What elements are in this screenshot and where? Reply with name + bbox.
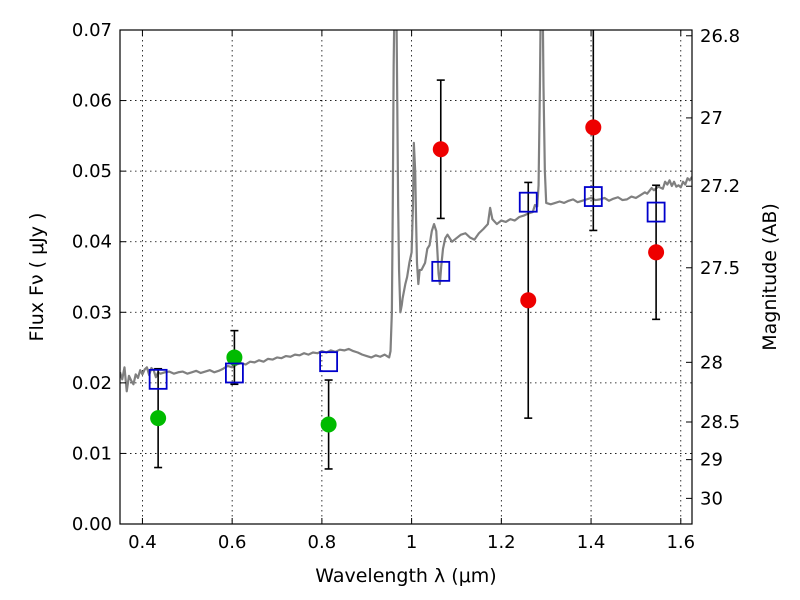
y-tick-label: 0.04 <box>72 232 112 253</box>
x-tick-label: 1.6 <box>666 532 695 553</box>
y2-tick-label: 28 <box>700 352 723 373</box>
y-tick-label: 0.01 <box>72 443 112 464</box>
x-axis-label: Wavelength λ (μm) <box>315 565 496 587</box>
data-point <box>226 349 243 366</box>
y-tick-label: 0.03 <box>72 302 112 323</box>
y-tick-label: 0.06 <box>72 91 112 112</box>
y-axis-label: Flux Fν ( μJy ) <box>26 213 48 342</box>
y2-tick-labels: 26.8 27 27.2 27.5 28 28.5 29 30 <box>700 26 740 510</box>
x-tick-label: 0.6 <box>218 532 247 553</box>
y2-tick-label: 27.2 <box>700 176 740 197</box>
y-tick-label: 0.00 <box>72 514 112 535</box>
y-tick-labels: 0.00 0.01 0.02 0.03 0.04 0.05 0.06 0.07 <box>72 20 112 535</box>
model-spectrum <box>120 30 692 393</box>
data-point <box>432 141 449 158</box>
grid <box>120 30 692 524</box>
model-point <box>319 351 339 373</box>
x-tick-label: 1.4 <box>577 532 606 553</box>
plot-frame <box>119 29 693 525</box>
error-bars <box>154 30 661 470</box>
data-point <box>320 416 337 433</box>
axis-ticks <box>120 29 692 525</box>
data-point <box>648 244 665 261</box>
y2-tick-label: 27 <box>700 108 723 129</box>
model-point <box>431 260 451 282</box>
x-tick-labels: 0.4 0.6 0.8 1 1.2 1.4 1.6 <box>128 532 695 553</box>
x-tick-label: 0.8 <box>308 532 337 553</box>
data-point <box>585 119 602 136</box>
y-tick-label: 0.07 <box>72 20 112 41</box>
model-point <box>518 191 538 213</box>
data-point <box>150 410 167 427</box>
x-tick-label: 1 <box>406 532 417 553</box>
y2-tick-label: 26.8 <box>700 26 740 47</box>
model-point <box>646 201 666 223</box>
data-markers <box>148 119 666 433</box>
y2-tick-label: 29 <box>700 450 723 471</box>
y2-axis-label: Magnitude (AB) <box>759 203 781 351</box>
y2-tick-label: 30 <box>700 488 723 509</box>
y2-tick-label: 27.5 <box>700 258 740 279</box>
model-point <box>583 186 603 207</box>
y2-tick-label: 28.5 <box>700 412 740 433</box>
y-tick-label: 0.05 <box>72 161 112 182</box>
y-tick-label: 0.02 <box>72 373 112 394</box>
model-spectrum-line <box>120 30 692 393</box>
model-point <box>224 362 244 384</box>
x-tick-label: 1.2 <box>487 532 516 553</box>
x-tick-label: 0.4 <box>128 532 157 553</box>
model-point <box>148 368 168 390</box>
data-point <box>520 292 537 309</box>
